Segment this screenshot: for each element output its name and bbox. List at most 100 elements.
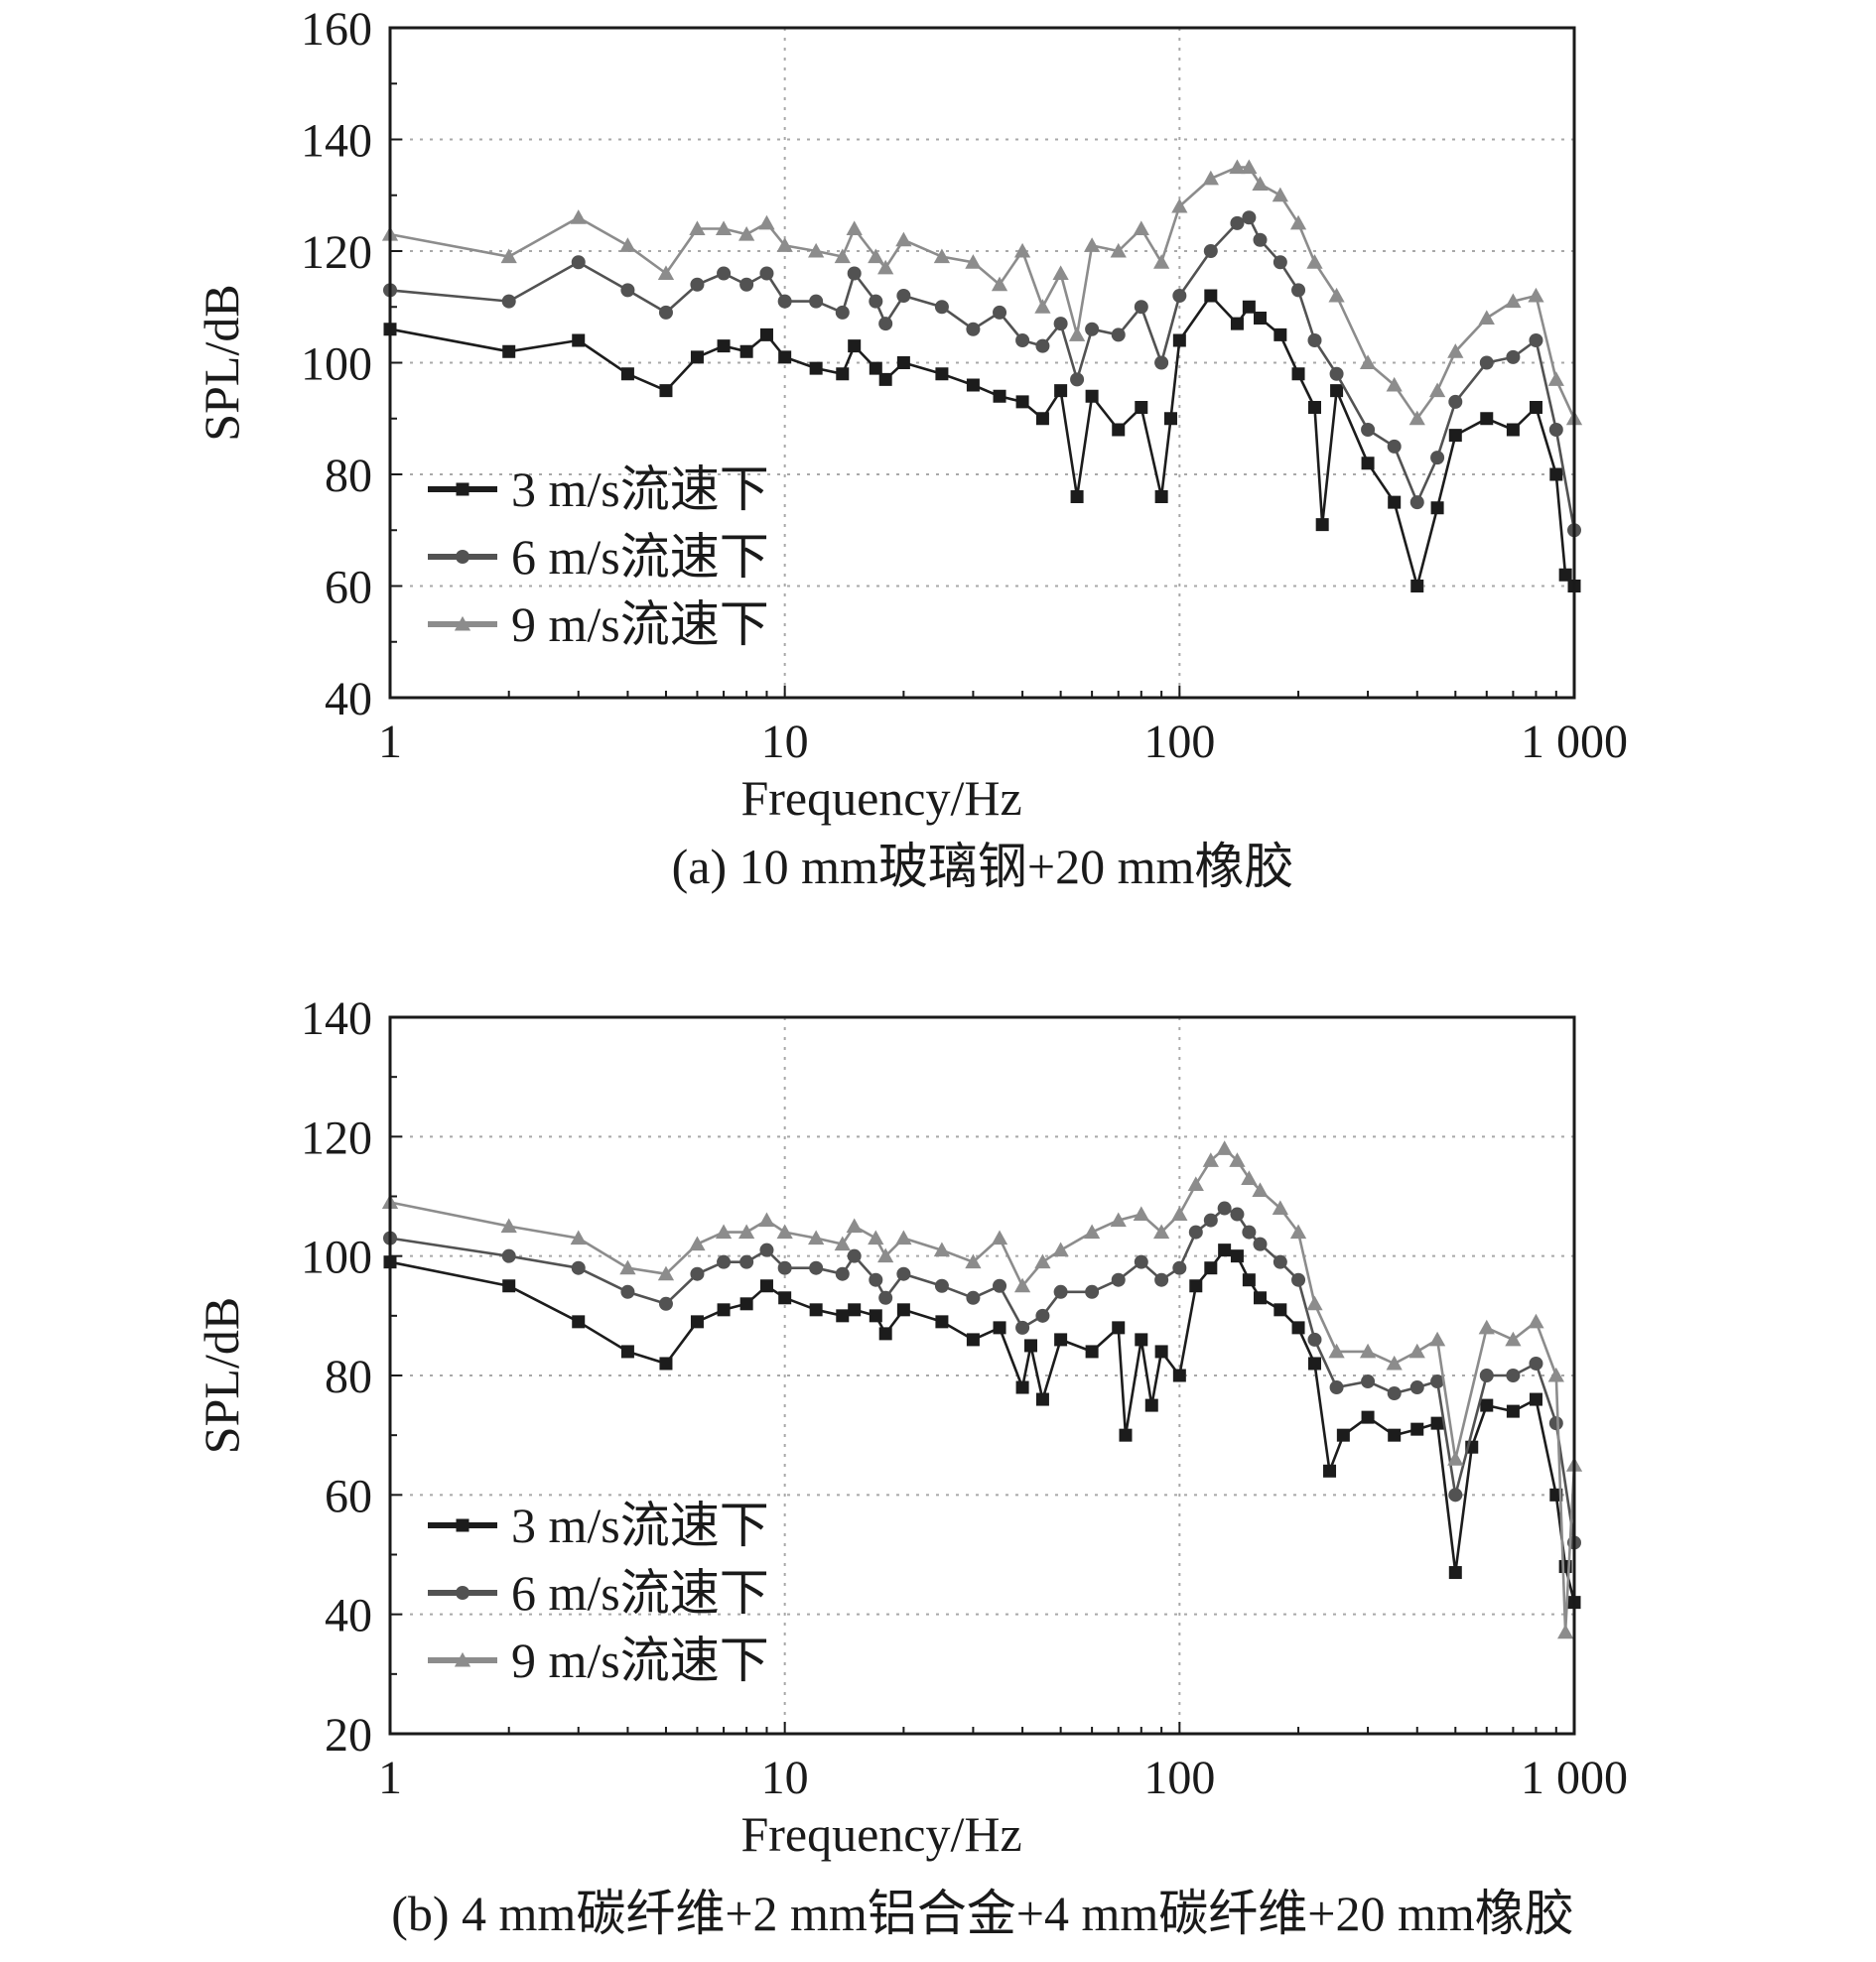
data-point-a-9ms bbox=[1428, 382, 1446, 398]
data-point-b-3ms bbox=[966, 1333, 980, 1347]
data-point-a-9ms bbox=[808, 242, 825, 258]
data-point-a-3ms bbox=[1273, 327, 1287, 341]
data-point-b-9ms bbox=[689, 1236, 706, 1251]
data-point-b-9ms bbox=[500, 1218, 517, 1234]
data-point-b-3ms bbox=[1230, 1249, 1244, 1263]
y-tick-label-b: 80 bbox=[325, 1351, 372, 1403]
data-point-b-9ms bbox=[1478, 1319, 1495, 1335]
x-tick-label-a: 1 000 bbox=[1521, 716, 1628, 768]
data-point-b-9ms bbox=[1505, 1331, 1522, 1347]
data-point-a-6ms bbox=[1329, 366, 1344, 381]
data-point-a-9ms bbox=[1328, 287, 1345, 303]
x-tick-label-b: 1 bbox=[378, 1752, 402, 1804]
data-point-b-9ms bbox=[965, 1253, 982, 1269]
data-point-b-9ms bbox=[877, 1247, 894, 1263]
data-point-a-9ms bbox=[570, 209, 587, 224]
data-point-a-6ms bbox=[1430, 451, 1445, 465]
data-point-b-9ms bbox=[1359, 1343, 1377, 1359]
data-point-b-3ms bbox=[1323, 1464, 1337, 1478]
data-point-a-3ms bbox=[836, 367, 850, 381]
data-point-b-6ms bbox=[759, 1243, 774, 1257]
data-point-b-9ms bbox=[619, 1259, 636, 1275]
data-point-a-3ms bbox=[1315, 518, 1329, 532]
data-point-b-3ms bbox=[896, 1303, 910, 1317]
data-point-b-3ms bbox=[1308, 1357, 1322, 1371]
data-point-b-6ms bbox=[1307, 1332, 1322, 1347]
data-point-a-3ms bbox=[1204, 289, 1218, 303]
data-point-b-3ms bbox=[620, 1345, 634, 1359]
data-point-b-6ms bbox=[1548, 1416, 1563, 1431]
data-point-a-9ms bbox=[1306, 254, 1323, 269]
y-tick-label-b: 40 bbox=[325, 1590, 372, 1642]
data-point-a-3ms bbox=[1112, 423, 1126, 437]
data-point-a-3ms bbox=[659, 384, 673, 398]
legend-label-b-6ms: 6 m/s流速下 bbox=[511, 1565, 769, 1621]
data-point-a-9ms bbox=[1478, 310, 1495, 325]
data-point-b-6ms bbox=[658, 1296, 673, 1311]
data-point-a-9ms bbox=[776, 237, 793, 252]
data-point-b-6ms bbox=[1253, 1237, 1268, 1251]
data-point-a-6ms bbox=[1548, 423, 1563, 437]
data-point-a-6ms bbox=[759, 266, 774, 281]
data-point-a-9ms bbox=[619, 237, 636, 252]
data-point-b-9ms bbox=[1083, 1224, 1101, 1240]
data-point-b-9ms bbox=[715, 1224, 733, 1240]
data-point-b-3ms bbox=[993, 1321, 1006, 1335]
data-point-b-9ms bbox=[738, 1224, 755, 1240]
chart-panel-a: 40 60 80 100 120 140 160 1 10 100 1 000 Frequency/H… bbox=[194, 3, 1628, 826]
data-point-b-3ms bbox=[1480, 1398, 1494, 1412]
data-point-b-3ms bbox=[935, 1315, 949, 1329]
data-point-b-6ms bbox=[1203, 1213, 1218, 1228]
data-point-a-9ms bbox=[1386, 376, 1403, 392]
data-point-b-9ms bbox=[1428, 1331, 1446, 1347]
data-point-a-9ms bbox=[1153, 254, 1170, 269]
data-point-a-9ms bbox=[1052, 265, 1069, 280]
data-point-b-6ms bbox=[1529, 1356, 1543, 1371]
data-point-b-3ms bbox=[572, 1315, 586, 1329]
data-point-a-6ms bbox=[1085, 322, 1100, 336]
data-point-b-3ms bbox=[1254, 1291, 1268, 1305]
data-point-a-9ms bbox=[991, 276, 1008, 292]
data-point-a-9ms bbox=[877, 259, 894, 275]
data-point-b-6ms bbox=[1172, 1260, 1187, 1275]
data-point-b-9ms bbox=[1547, 1367, 1564, 1382]
data-point-a-3ms bbox=[809, 361, 823, 375]
data-point-b-9ms bbox=[1171, 1206, 1188, 1222]
y-tick-label-a: 80 bbox=[325, 450, 372, 502]
data-point-a-6ms bbox=[777, 294, 792, 309]
data-point-b-6ms bbox=[571, 1260, 586, 1275]
data-point-a-9ms bbox=[1289, 214, 1307, 230]
data-point-b-3ms bbox=[659, 1357, 673, 1371]
data-point-a-6ms bbox=[1529, 333, 1543, 347]
data-point-a-3ms bbox=[778, 350, 792, 364]
data-point-b-3ms bbox=[502, 1279, 516, 1293]
data-point-a-3ms bbox=[848, 339, 862, 353]
data-point-b-9ms bbox=[1306, 1295, 1323, 1311]
data-point-b-6ms bbox=[501, 1248, 516, 1263]
data-point-b-9ms bbox=[846, 1218, 863, 1234]
data-point-a-9ms bbox=[1068, 327, 1086, 341]
data-point-b-6ms bbox=[777, 1260, 792, 1275]
data-point-b-6ms bbox=[1329, 1380, 1344, 1395]
legend-label-a-6ms: 6 m/s流速下 bbox=[511, 529, 769, 585]
data-point-a-3ms bbox=[966, 378, 980, 392]
data-point-b-6ms bbox=[1448, 1488, 1463, 1503]
data-point-a-9ms bbox=[500, 248, 517, 264]
data-point-b-6ms bbox=[1291, 1272, 1306, 1287]
plot-frame-b bbox=[388, 1015, 1576, 1736]
y-tick-label-b: 20 bbox=[325, 1709, 372, 1762]
data-point-a-6ms bbox=[934, 300, 949, 315]
data-point-a-6ms bbox=[620, 283, 635, 298]
data-point-a-6ms bbox=[739, 277, 754, 292]
data-point-a-9ms bbox=[1272, 187, 1288, 202]
data-point-a-9ms bbox=[689, 220, 706, 235]
data-point-b-6ms bbox=[1387, 1386, 1402, 1401]
data-point-b-9ms bbox=[1328, 1343, 1345, 1359]
data-point-a-3ms bbox=[1361, 457, 1375, 470]
data-point-b-9ms bbox=[1052, 1242, 1069, 1257]
y-tick-label-a: 100 bbox=[301, 338, 372, 391]
data-point-a-3ms bbox=[739, 344, 753, 358]
data-point-a-3ms bbox=[1549, 467, 1563, 481]
data-point-a-3ms bbox=[878, 372, 892, 386]
data-point-a-6ms bbox=[835, 305, 850, 320]
